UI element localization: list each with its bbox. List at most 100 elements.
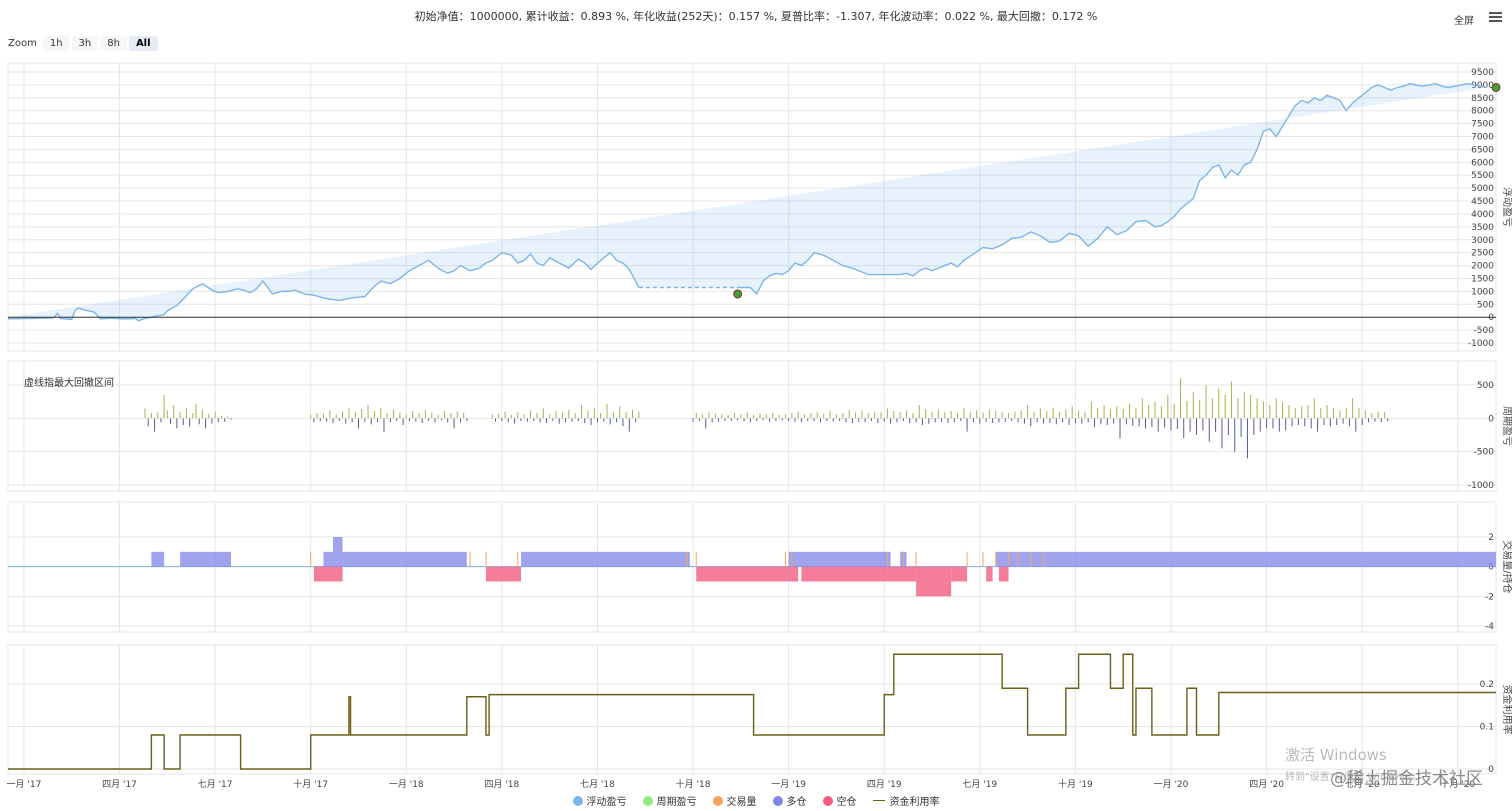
long-position-bar — [342, 551, 467, 567]
short-position-bar — [696, 566, 799, 582]
y-tick-label: 8500 — [1471, 94, 1494, 104]
y-tick-label: 500 — [1477, 300, 1494, 310]
zoom-8h-button[interactable]: 8h — [100, 36, 127, 51]
y-axis-label: 周期盈亏 — [1501, 406, 1512, 446]
watermark-title: 激活 Windows — [1285, 746, 1387, 764]
zoom-3h-button[interactable]: 3h — [71, 36, 99, 51]
x-tick-label: 四月 '20 — [1249, 779, 1284, 790]
y-tick-label: 0.2 — [1480, 680, 1494, 690]
y-tick-label: 3000 — [1471, 236, 1494, 246]
site-watermark: @稀土掘金技术社区 — [1330, 769, 1483, 789]
y-tick-label: 5500 — [1471, 171, 1494, 181]
legend-item-utilization[interactable]: 资金利用率 — [872, 793, 940, 808]
y-tick-label: 500 — [1477, 381, 1494, 391]
legend-marker — [712, 795, 723, 806]
y-tick-label: 4500 — [1471, 197, 1494, 207]
backtest-summary: 初始净值：1000000, 累计收益：0.893 %, 年化收益(252天)：0… — [414, 10, 1098, 23]
y-tick-label: 4000 — [1471, 210, 1494, 220]
y-tick-label: 2500 — [1471, 249, 1494, 259]
panel-frame — [7, 360, 1497, 492]
y-tick-label: 1000 — [1471, 287, 1494, 297]
legend-item-floating-pnl[interactable]: 浮动盈亏 — [572, 793, 627, 808]
y-tick-label: 5000 — [1471, 184, 1494, 194]
x-tick-label: 十月 '18 — [676, 778, 711, 790]
legend-label: 浮动盈亏 — [586, 797, 627, 808]
y-axis-label: 交易量/持仓 — [1501, 540, 1512, 593]
short-position-bar — [951, 566, 968, 582]
short-position-bar — [998, 566, 1009, 582]
y-tick-label: 9000 — [1471, 81, 1494, 91]
x-tick-label: 七月 '17 — [198, 779, 233, 790]
drawdown-marker — [733, 289, 743, 299]
pnl-area — [8, 83, 1487, 321]
legend-label: 空仓 — [836, 797, 857, 808]
short-position-bar — [916, 566, 952, 597]
legend-label: 多仓 — [786, 797, 807, 808]
legend-item-period-pnl[interactable]: 周期盈亏 — [642, 793, 697, 808]
long-position-bar — [333, 537, 343, 567]
panel-frame — [7, 644, 1497, 775]
hamburger-menu-icon[interactable] — [1489, 12, 1502, 22]
legend-item-long[interactable]: 多仓 — [772, 793, 807, 808]
legend-label: 交易量 — [726, 797, 757, 808]
x-tick-label: 一月 '18 — [389, 779, 424, 790]
y-tick-label: 6000 — [1471, 158, 1494, 168]
y-tick-label: -500 — [1474, 326, 1495, 336]
long-position-bar — [180, 551, 232, 567]
panel-position: 2 0 -2 -4 交易量/持仓 — [7, 501, 1512, 633]
legend-item-short[interactable]: 空仓 — [822, 793, 857, 808]
y-tick-label: 8000 — [1471, 107, 1494, 117]
y-tick-label: -1000 — [1468, 481, 1494, 491]
y-tick-label: 7500 — [1471, 120, 1494, 130]
legend-marker — [822, 795, 833, 806]
zoom-toolbar: Zoom 1h 3h 8h All — [8, 36, 160, 51]
legend-item-volume[interactable]: 交易量 — [712, 793, 757, 808]
short-position-bar — [313, 566, 343, 582]
legend-marker — [872, 800, 885, 801]
y-tick-label: 6500 — [1471, 145, 1494, 155]
y-tick-label: 0.1 — [1480, 723, 1494, 733]
short-position-bar — [986, 566, 993, 582]
x-tick-label: 一月 '19 — [771, 779, 806, 790]
x-tick-label: 七月 '19 — [962, 779, 997, 790]
long-position-bar — [520, 551, 690, 567]
y-tick-label: 0 — [1488, 765, 1494, 775]
y-tick-label: 7000 — [1471, 133, 1494, 143]
y-tick-label: 2000 — [1471, 262, 1494, 272]
x-tick-label: 十月 '17 — [293, 778, 328, 790]
y-tick-label: 9500 — [1471, 68, 1494, 78]
x-tick-label: 四月 '17 — [102, 779, 137, 790]
utilization-line — [8, 653, 1496, 770]
long-position-bar — [995, 551, 1496, 567]
panel-title: 虚线指最大回撤区间 — [24, 376, 114, 389]
fullscreen-button[interactable]: 全屏 — [1454, 16, 1474, 27]
pnl-line — [7, 251, 640, 322]
y-tick-label: -1000 — [1468, 339, 1494, 349]
drawdown-marker — [1491, 82, 1501, 92]
y-tick-label: 0 — [1488, 313, 1494, 323]
legend-marker — [642, 795, 653, 806]
short-position-bar — [485, 566, 521, 582]
x-tick-label: 七月 '18 — [580, 779, 615, 790]
watermark-subtitle: 转到"设置"以激活 Windows。 — [1285, 772, 1423, 783]
x-tick-label: 七月 '20 — [1345, 779, 1380, 790]
x-tick-label: 四月 '19 — [867, 779, 902, 790]
x-tick-label: 十月 '19 — [1058, 778, 1093, 790]
legend-marker — [572, 795, 583, 806]
y-tick-label: 2 — [1488, 533, 1494, 543]
y-tick-label: 3500 — [1471, 223, 1494, 233]
panel-period: 500 0 -500 -1000 周期盈亏 虚线指最大回撤区间 — [7, 360, 1512, 492]
legend-marker — [772, 795, 783, 806]
zoom-all-button[interactable]: All — [128, 36, 158, 51]
panel-utilization: 0.2 0.1 0 资金利用率 — [7, 644, 1512, 775]
zoom-label: Zoom — [8, 38, 37, 49]
x-tick-label: 一月 '20 — [1154, 779, 1189, 790]
zoom-1h-button[interactable]: 1h — [42, 36, 70, 51]
long-position-bar — [323, 551, 334, 567]
y-tick-label: 1500 — [1471, 274, 1494, 284]
y-tick-label: -2 — [1485, 592, 1494, 602]
y-axis-label: 浮动盈亏 — [1501, 187, 1512, 227]
x-tick-label: 四月 '18 — [484, 779, 519, 790]
x-tick-label: 一月 '17 — [7, 779, 42, 790]
